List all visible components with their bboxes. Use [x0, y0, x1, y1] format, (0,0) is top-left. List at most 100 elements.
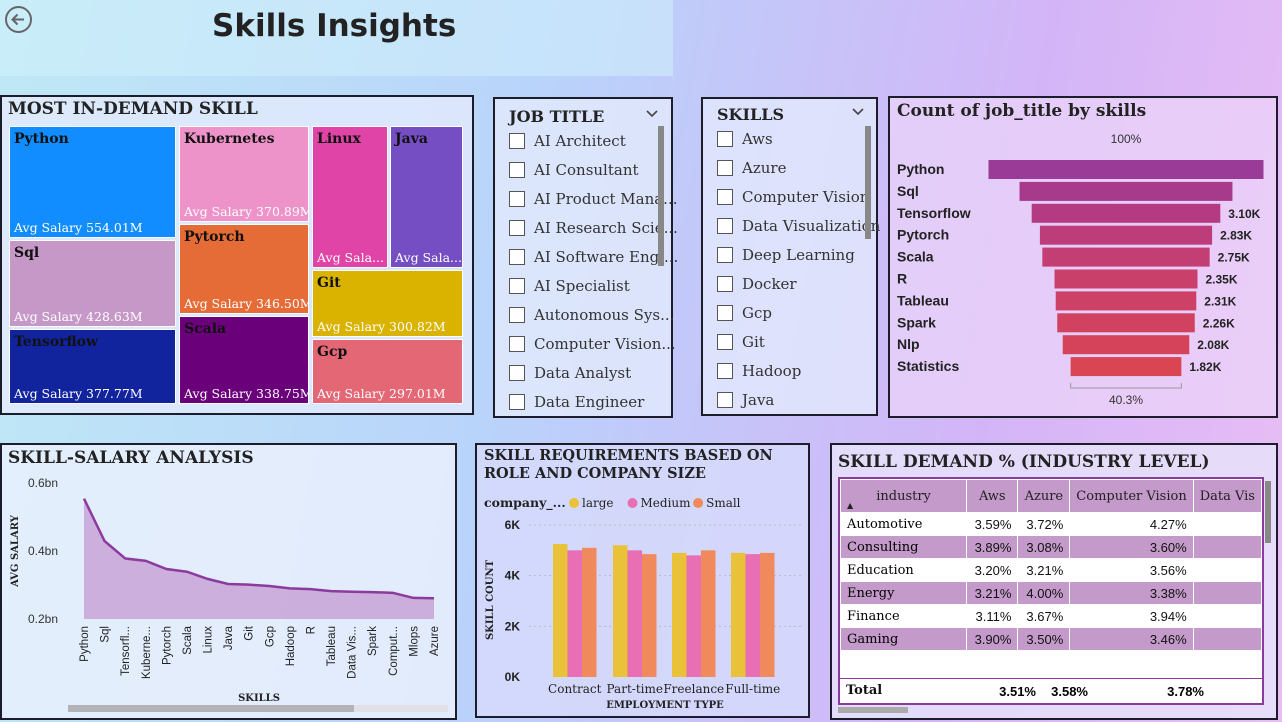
checkbox[interactable] [509, 307, 525, 323]
skill-option-azure[interactable]: Azure [717, 156, 786, 180]
skills-slicer[interactable]: SKILLS Aws Azure Computer Vision Data Visua… [701, 97, 880, 416]
treemap-tile-label: Python [14, 131, 69, 147]
job-title-slicer[interactable]: JOB TITLE AI Architect AI Consultant AI Pr… [493, 97, 678, 418]
checkbox[interactable] [717, 131, 733, 147]
back-button[interactable] [4, 5, 33, 34]
matrix-row-consulting[interactable]: Consulting 3.89% 3.08% 3.60% [840, 535, 1262, 559]
y-tick-label: 0.4bn [28, 544, 58, 558]
checkbox[interactable] [717, 363, 733, 379]
skill-option-label: Data Visualization [742, 217, 881, 235]
funnel-bar-scala [1042, 247, 1210, 267]
matrix-header-azure[interactable]: Azure [1017, 479, 1071, 513]
job-title-option-ai-research-scie[interactable]: AI Research Scie... [509, 216, 678, 240]
legend-marker-large [569, 498, 579, 508]
treemap-tile-java[interactable]: Java Avg Sala... [390, 126, 463, 268]
funnel-bar-tensorflow [1031, 203, 1221, 223]
treemap-tile-pytorch[interactable]: Pytorch Avg Salary 346.50M [179, 224, 309, 314]
matrix-header-data-vis[interactable]: Data Vis [1192, 479, 1262, 513]
checkbox[interactable] [509, 220, 525, 236]
x-tick-label: Spark [367, 626, 379, 656]
treemap-tile-python[interactable]: Python Avg Salary 554.01M [9, 126, 176, 238]
chevron-down-icon[interactable] [645, 109, 659, 119]
skills-slicer-scrollbar[interactable] [865, 126, 871, 239]
job-title-option-ai-software-engi[interactable]: AI Software Engi... [509, 245, 678, 269]
checkbox[interactable] [509, 394, 525, 410]
bar-part-time-medium [627, 550, 642, 677]
job-title-option-ai-product-mana[interactable]: AI Product Mana... [509, 187, 678, 211]
checkbox[interactable] [717, 189, 733, 205]
skill-option-computer-vision[interactable]: Computer Vision [717, 185, 869, 209]
bar-contract-large [553, 544, 568, 677]
skill-option-aws[interactable]: Aws [717, 127, 773, 151]
checkbox[interactable] [509, 249, 525, 265]
treemap-tile-gcp[interactable]: Gcp Avg Salary 297.01M [312, 339, 463, 404]
funnel-bottom-percent: 40.3% [1109, 393, 1143, 407]
skill-option-label: Deep Learning [742, 246, 855, 264]
treemap-tile-linux[interactable]: Linux Avg Sala... [312, 126, 388, 268]
treemap-tile-sql[interactable]: Sql Avg Salary 428.63M [9, 240, 176, 327]
job-title-option-ai-architect[interactable]: AI Architect [509, 129, 626, 153]
horizontal-scrollbar-thumb[interactable] [68, 705, 354, 712]
treemap-tile-kubernetes[interactable]: Kubernetes Avg Salary 370.89M [179, 126, 309, 222]
checkbox[interactable] [717, 218, 733, 234]
matrix-cell [1192, 604, 1262, 628]
checkbox[interactable] [509, 365, 525, 381]
matrix-row-gaming[interactable]: Gaming 3.90% 3.50% 3.46% [840, 627, 1262, 651]
back-arrow-icon [5, 6, 32, 33]
matrix-header-computer-vision[interactable]: Computer Vision [1069, 479, 1194, 513]
skill-requirements-chart: company_... large Medium Small 6K 4K 2K 0K Contr… [484, 495, 803, 711]
skill-option-deep-learning[interactable]: Deep Learning [717, 243, 855, 267]
legend-label-medium: Medium [641, 496, 692, 510]
job-title-option-data-analyst[interactable]: Data Analyst [509, 361, 631, 385]
job-slicer-scrollbar[interactable] [658, 126, 664, 266]
job-title-option-ai-consultant[interactable]: AI Consultant [509, 158, 639, 182]
matrix-horizontal-scrollbar[interactable] [838, 707, 908, 713]
checkbox[interactable] [717, 276, 733, 292]
matrix-row-education[interactable]: Education 3.20% 3.21% 3.56% [840, 558, 1262, 582]
matrix-row-finance[interactable]: Finance 3.11% 3.67% 3.94% [840, 604, 1262, 628]
checkbox[interactable] [717, 160, 733, 176]
treemap-tile-git[interactable]: Git Avg Salary 300.82M [312, 270, 463, 337]
funnel-bar-nlp [1062, 335, 1190, 355]
matrix-header-industry[interactable]: industry ▲ [840, 479, 968, 513]
horizontal-scrollbar-track[interactable] [68, 705, 448, 712]
checkbox[interactable] [509, 278, 525, 294]
job-title-option-ai-specialist[interactable]: AI Specialist [509, 274, 630, 298]
checkbox[interactable] [717, 334, 733, 350]
area-fill [84, 498, 434, 619]
matrix-row-automotive[interactable]: Automotive 3.59% 3.72% 4.27% [840, 512, 1262, 536]
chevron-down-icon[interactable] [851, 107, 865, 117]
checkbox[interactable] [509, 191, 525, 207]
y-tick-label: 0K [505, 670, 521, 684]
skill-option-docker[interactable]: Docker [717, 272, 797, 296]
checkbox[interactable] [509, 336, 525, 352]
skill-option-hadoop[interactable]: Hadoop [717, 359, 801, 383]
matrix-cell [1192, 535, 1262, 559]
matrix-cell: 3.56% [1069, 558, 1194, 582]
job-title-option-data-engineer[interactable]: Data Engineer [509, 390, 644, 414]
matrix-row-energy[interactable]: Energy 3.21% 4.00% 3.38% [840, 581, 1262, 605]
x-tick-label: Linux [203, 626, 215, 654]
checkbox[interactable] [717, 247, 733, 263]
x-tick-label: Sql [100, 626, 112, 643]
checkbox[interactable] [509, 162, 525, 178]
funnel-category-label: Statistics [897, 358, 959, 374]
matrix-vertical-scrollbar[interactable] [1265, 481, 1271, 543]
treemap-tile-label: Git [317, 275, 341, 291]
treemap-tile-scala[interactable]: Scala Avg Salary 338.75M [179, 316, 309, 404]
treemap-tile-tensorflow[interactable]: Tensorflow Avg Salary 377.77M [9, 329, 176, 404]
job-title-option-label: Data Analyst [534, 364, 632, 382]
checkbox[interactable] [717, 392, 733, 408]
skill-option-git[interactable]: Git [717, 330, 765, 354]
matrix-header-aws[interactable]: Aws [966, 479, 1019, 513]
funnel-bar-sql [1019, 181, 1233, 201]
matrix-row-label: Energy [840, 581, 968, 605]
job-title-option-computer-vision[interactable]: Computer Vision... [509, 332, 676, 356]
checkbox[interactable] [717, 305, 733, 321]
skill-option-java[interactable]: Java [717, 388, 774, 412]
checkbox[interactable] [509, 133, 525, 149]
legend-title: company_... [484, 495, 566, 511]
skill-option-gcp[interactable]: Gcp [717, 301, 772, 325]
job-title-option-autonomous-sys[interactable]: Autonomous Sys... [509, 303, 674, 327]
skill-option-data-visualization[interactable]: Data Visualization [717, 214, 880, 238]
